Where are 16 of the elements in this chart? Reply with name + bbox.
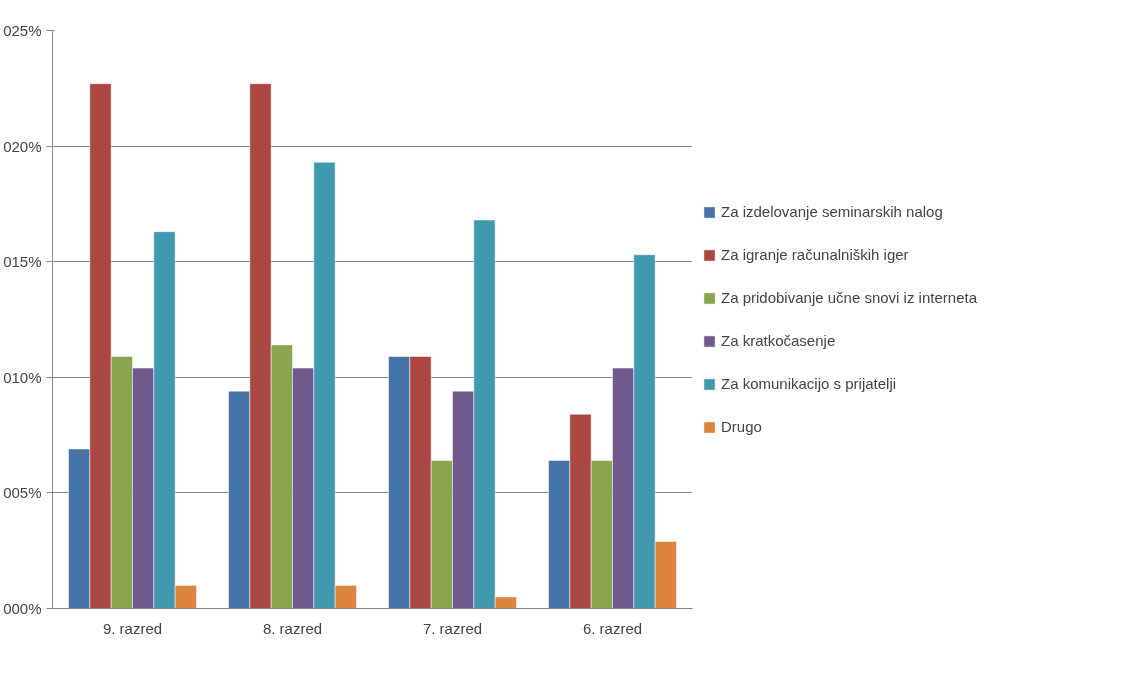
x-tick-label: 6. razred [582, 619, 643, 637]
legend-label: Za pridobivanje učne snovi iz interneta [721, 289, 977, 306]
legend-label: Drugo [721, 418, 762, 435]
y-tick-label: 005% [3, 484, 42, 502]
legend-label: Za igranje računalniških iger [721, 246, 909, 263]
x-tick-label: 9. razred [102, 619, 163, 637]
legend-label: Za izdelovanje seminarskih nalog [721, 203, 943, 220]
y-tick-label: 000% [3, 600, 42, 617]
y-tick-label: 015% [3, 253, 42, 271]
y-tick-label: 025% [3, 22, 42, 39]
y-tick-label: 020% [3, 137, 42, 155]
x-tick-label: 8. razred [262, 619, 323, 637]
legend-label: Za komunikacijo s prijatelji [721, 375, 897, 392]
y-tick-label: 010% [3, 368, 42, 386]
x-tick-label: 7. razred [422, 619, 483, 637]
legend-label: Za kratkočasenje [721, 332, 836, 349]
